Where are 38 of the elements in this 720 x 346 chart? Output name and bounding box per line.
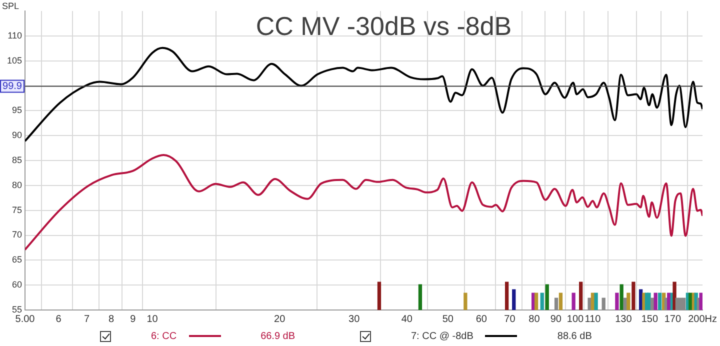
chart-title: CC MV -30dB vs -8dB: [256, 11, 512, 42]
x-tick-label: 90: [550, 314, 562, 325]
text: 66.9 dB: [260, 330, 296, 342]
x-tick-label: 80: [528, 314, 540, 325]
y-tick-label: 65: [12, 254, 22, 265]
legend-label: 6: CC: [151, 330, 177, 342]
x-tick-label: 200Hz: [688, 314, 717, 325]
y-tick-label: 55: [12, 304, 22, 314]
x-tick-label: 170: [664, 314, 682, 325]
x-tick-label: 8: [108, 314, 115, 325]
x-tick-label: 50: [442, 314, 454, 325]
x-tick-label: 30: [348, 314, 360, 325]
y-tick-label: 95: [12, 105, 22, 116]
x-tick-label: 100: [566, 314, 584, 325]
x-tick-label: 9: [130, 314, 136, 325]
x-tick-label: 70: [504, 314, 516, 325]
x-tick-label: 20: [274, 314, 286, 325]
y-tick-label: 90: [12, 130, 22, 140]
x-tick-label: 10: [146, 314, 158, 325]
y-tick-label: 60: [12, 280, 22, 290]
text: 88.6 dB: [557, 330, 592, 342]
x-tick-label: 7: [84, 314, 90, 325]
x-tick-label: 6: [56, 314, 62, 325]
y-tick-label: 70: [12, 230, 22, 240]
x-tick-label: 150: [641, 314, 658, 325]
x-tick-label: 5.00: [15, 314, 36, 325]
x-tick-label: 110: [584, 314, 602, 325]
y-axis-title: SPL: [2, 0, 20, 11]
y-tick-label: 110: [8, 30, 22, 40]
x-tick-label: 60: [476, 314, 488, 325]
y-tick-label: 105: [6, 55, 22, 66]
x-tick-label: 40: [401, 314, 413, 325]
ref-line-label: 99.9: [2, 81, 22, 92]
y-tick-label: 85: [12, 154, 22, 165]
legend-label: 7: CC @ -8dB: [411, 330, 474, 342]
y-tick-label: 80: [12, 180, 22, 190]
x-tick-label: 130: [615, 314, 632, 325]
y-tick-label: 75: [12, 204, 22, 215]
